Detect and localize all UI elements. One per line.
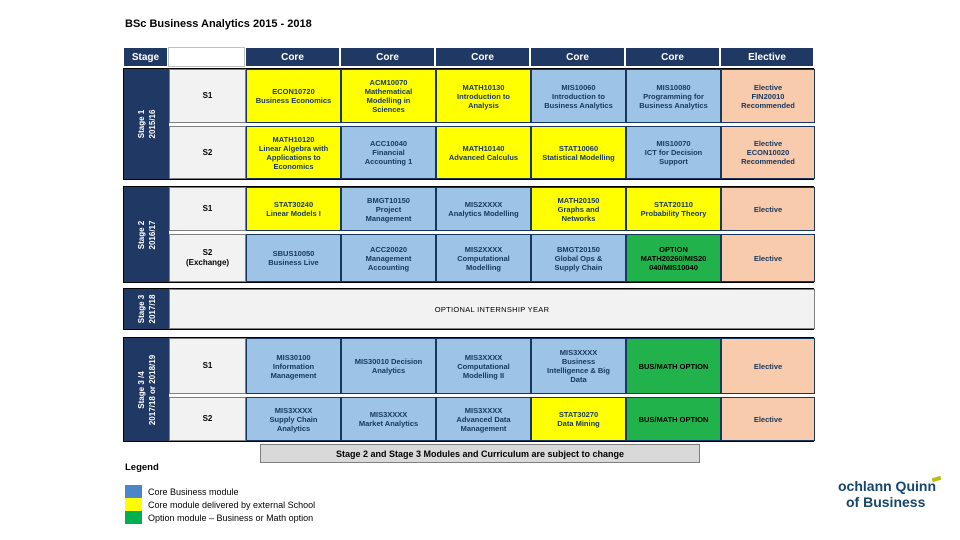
option-cell: BUS/MATH OPTION <box>626 338 721 394</box>
module-cell: STAT20110 Probability Theory <box>626 187 721 231</box>
module-cell: ACC20020 Management Accounting <box>341 234 436 282</box>
option-cell: BUS/MATH OPTION <box>626 397 721 441</box>
legend-label: Core module delivered by external School <box>148 499 316 510</box>
module-cell: MIS10060 Introduction to Business Analyt… <box>531 69 626 123</box>
module-cell: STAT10060 Statistical Modelling <box>531 126 626 179</box>
stage-1-label: Stage 1 2015/16 <box>124 69 169 179</box>
option-module-swatch-icon <box>125 511 142 524</box>
elective-cell: Elective <box>721 234 815 282</box>
module-cell: STAT30270 Data Mining <box>531 397 626 441</box>
legend-title: Legend <box>125 462 159 473</box>
stage-group-2: Stage 2 2016/17 S1 STAT30240 Linear Mode… <box>123 186 815 283</box>
header-cell-core-3: Core <box>435 47 530 67</box>
school-logo: ochlann Quinn of Business <box>838 475 960 510</box>
stage34-s1-row: S1 MIS30100 Information Management MIS30… <box>169 338 815 394</box>
stage34-s2-row: S2 MIS3XXXX Supply Chain Analytics MIS3X… <box>169 397 815 441</box>
header-cell-core-5: Core <box>625 47 720 67</box>
stage2-s2-row: S2 (Exchange) SBUS10050 Business Live AC… <box>169 234 815 282</box>
semester-cell: S1 <box>169 69 246 123</box>
external-school-swatch-icon <box>125 498 142 511</box>
legend-label: Option module – Business or Math option <box>148 512 314 523</box>
header-cell-core-1: Core <box>245 47 340 67</box>
module-cell: MIS3XXXX Market Analytics <box>341 397 436 441</box>
elective-cell: Elective <box>721 187 815 231</box>
header-cell-core-4: Core <box>530 47 625 67</box>
module-cell: MIS3XXXX Computational Modelling II <box>436 338 531 394</box>
module-cell: MIS30010 Decision Analytics <box>341 338 436 394</box>
stage2-s1-row: S1 STAT30240 Linear Models I BMGT10150 P… <box>169 187 815 231</box>
module-cell: MATH20150 Graphs and Networks <box>531 187 626 231</box>
header-cell-elective: Elective <box>720 47 814 67</box>
logo-text-line2: of Business <box>846 494 926 510</box>
legend-item: Core Business module <box>125 485 315 498</box>
legend-item: Option module – Business or Math option <box>125 511 315 524</box>
module-cell: MIS3XXXX Business Intelligence & Big Dat… <box>531 338 626 394</box>
legend-item: Core module delivered by external School <box>125 498 315 511</box>
logo-text-line1: ochlann Quinn <box>838 478 936 494</box>
note-box: Stage 2 and Stage 3 Modules and Curricul… <box>260 444 700 463</box>
semester-cell: S1 <box>169 338 246 394</box>
module-cell: MIS3XXXX Supply Chain Analytics <box>246 397 341 441</box>
core-business-swatch-icon <box>125 485 142 498</box>
module-cell: SBUS10050 Business Live <box>246 234 341 282</box>
module-cell: STAT30240 Linear Models I <box>246 187 341 231</box>
module-cell: MIS10080 Programming for Business Analyt… <box>626 69 721 123</box>
module-cell: MATH10120 Linear Algebra with Applicatio… <box>246 126 341 179</box>
table-header-row: Stage Core Core Core Core Core Elective <box>123 47 814 67</box>
module-cell: ACC10040 Financial Accounting 1 <box>341 126 436 179</box>
option-cell: OPTION MATH20260/MIS20 040/MIS10040 <box>626 234 721 282</box>
internship-cell: OPTIONAL INTERNSHIP YEAR <box>169 289 815 329</box>
module-cell: MATH10130 Introduction to Analysis <box>436 69 531 123</box>
module-cell: MIS3XXXX Advanced Data Management <box>436 397 531 441</box>
header-cell-core-2: Core <box>340 47 435 67</box>
stage-group-3: Stage 3 2017/18 OPTIONAL INTERNSHIP YEAR <box>123 288 815 330</box>
module-cell: ACM10070 Mathematical Modelling in Scien… <box>341 69 436 123</box>
stage-2-label: Stage 2 2016/17 <box>124 187 169 282</box>
module-cell: MIS2XXXX Analytics Modelling <box>436 187 531 231</box>
stage-3-label: Stage 3 2017/18 <box>124 289 169 329</box>
module-cell: MATH10140 Advanced Calculus <box>436 126 531 179</box>
module-cell: BMGT20150 Global Ops & Supply Chain <box>531 234 626 282</box>
elective-cell: Elective <box>721 397 815 441</box>
curriculum-table: Stage Core Core Core Core Core Elective … <box>123 47 815 442</box>
legend: Legend Core Business module Core module … <box>125 462 315 524</box>
semester-cell: S1 <box>169 187 246 231</box>
stage-group-1: Stage 1 2015/16 S1 ECON10720 Business Ec… <box>123 68 815 180</box>
header-cell-stage: Stage <box>123 47 168 67</box>
stage1-s1-row: S1 ECON10720 Business Economics ACM10070… <box>169 69 815 123</box>
module-cell: MIS30100 Information Management <box>246 338 341 394</box>
elective-cell: Elective FIN20010 Recommended <box>721 69 815 123</box>
module-cell: BMGT10150 Project Management <box>341 187 436 231</box>
elective-cell: Elective ECON10020 Recommended <box>721 126 815 179</box>
stage-group-3-4: Stage 3 /4 2017/18 or 2018/19 S1 MIS3010… <box>123 337 815 442</box>
page-title: BSc Business Analytics 2015 - 2018 <box>125 18 312 30</box>
header-cell-blank <box>168 47 245 67</box>
stage1-s2-row: S2 MATH10120 Linear Algebra with Applica… <box>169 126 815 179</box>
stage-3-4-label: Stage 3 /4 2017/18 or 2018/19 <box>124 338 169 441</box>
semester-cell: S2 (Exchange) <box>169 234 246 282</box>
module-cell: MIS2XXXX Computational Modelling <box>436 234 531 282</box>
elective-cell: Elective <box>721 338 815 394</box>
semester-cell: S2 <box>169 397 246 441</box>
module-cell: ECON10720 Business Economics <box>246 69 341 123</box>
legend-label: Core Business module <box>148 486 239 497</box>
semester-cell: S2 <box>169 126 246 179</box>
module-cell: MIS10070 ICT for Decision Support <box>626 126 721 179</box>
